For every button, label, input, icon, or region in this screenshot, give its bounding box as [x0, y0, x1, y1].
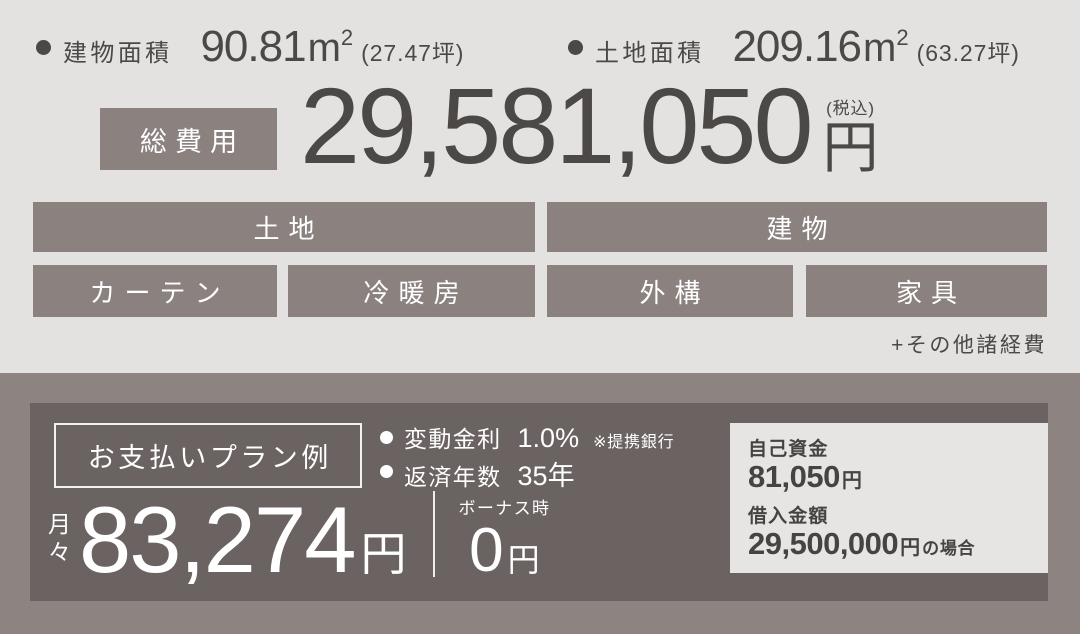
repayment-years-label: 返済年数: [404, 464, 502, 490]
total-cost-label: 総費用: [100, 108, 277, 170]
bonus-payment-amount: 0: [469, 516, 504, 585]
building-area-tsubo: (27.47坪): [361, 40, 465, 66]
building-area-group: 建物面積 90.81 m2 (27.47坪): [36, 22, 464, 72]
cost-bar-label: カーテン: [89, 277, 230, 308]
loan-amount-currency: 円: [900, 537, 921, 559]
payment-plan-panel: お支払いプラン例 変動金利 1.0% ※提携銀行 返済年数 35年 月々: [30, 403, 1048, 601]
bullet-icon: [380, 464, 393, 478]
cost-bar-label: 土地: [253, 213, 324, 244]
cost-bar-label: 外構: [639, 277, 710, 308]
land-area-label: 土地面積: [595, 40, 705, 67]
loan-amount-label: 借入金額: [748, 506, 829, 527]
partner-bank-note: ※提携銀行: [593, 434, 675, 451]
cost-bar-label: 家具: [895, 277, 967, 308]
cost-bar-curtains: カーテン: [33, 265, 277, 317]
loan-amount-case-suffix: の場合: [922, 539, 976, 558]
land-area-value: 209.16: [732, 22, 862, 71]
land-area-tsubo: (63.27坪): [916, 40, 1020, 66]
own-funds-value: 81,050: [748, 459, 840, 494]
loan-terms: 変動金利 1.0% ※提携銀行 返済年数 35年: [380, 420, 675, 491]
bonus-payment-group: ボーナス時 0 円: [458, 494, 551, 585]
total-cost-currency-group: (税込) 円: [822, 94, 879, 179]
bullet-icon: [568, 39, 583, 55]
cost-bar-label: 建物: [766, 213, 837, 244]
monthly-payment-currency: 円: [360, 528, 407, 580]
cost-bar-label: 冷暖房: [363, 277, 469, 308]
land-area-group: 土地面積 209.16 m2 (63.27坪): [568, 22, 1020, 72]
repayment-years-row: 返済年数 35年: [380, 454, 675, 491]
land-area-unit: m2: [863, 24, 909, 70]
building-area-value: 90.81: [200, 22, 306, 71]
cost-bar-land: 土地: [33, 202, 535, 252]
variable-rate-value: 1.0%: [517, 423, 580, 453]
own-funds-value-row: 81,050 円: [748, 459, 1038, 496]
variable-rate-label: 変動金利: [404, 426, 502, 452]
monthly-payment-row: 月々 83,274 円 ボーナス時 0 円: [48, 487, 551, 592]
bonus-payment-row: 0 円: [469, 516, 540, 585]
bonus-payment-label: ボーナス時: [458, 499, 551, 518]
cost-bar-heating-cooling: 冷暖房: [288, 265, 535, 317]
own-funds-currency: 円: [841, 470, 862, 492]
building-area-unit: m2: [307, 24, 354, 70]
cost-bar-exterior: 外構: [547, 265, 793, 317]
total-cost-currency: 円: [822, 116, 879, 179]
bullet-icon: [380, 430, 393, 444]
repayment-years-value: 35年: [517, 461, 575, 491]
other-expenses-note: +その他諸経費: [891, 334, 1047, 357]
own-funds-label: 自己資金: [748, 439, 829, 460]
building-area-label: 建物面積: [63, 40, 173, 67]
loan-amount-value-row: 29,500,000 円 の場合: [748, 526, 1038, 564]
variable-rate-row: 変動金利 1.0% ※提携銀行: [380, 420, 675, 454]
bonus-payment-currency: 円: [507, 542, 540, 578]
monthly-payment-amount: 83,274: [79, 487, 357, 592]
monthly-label: 月々: [48, 510, 71, 566]
bullet-icon: [36, 39, 51, 55]
payment-plan-section: お支払いプラン例 変動金利 1.0% ※提携銀行 返済年数 35年 月々: [0, 373, 1080, 634]
loan-amount-value: 29,500,000: [748, 526, 899, 561]
cost-bar-building: 建物: [547, 202, 1047, 252]
vertical-divider: [432, 491, 435, 577]
cost-bar-furniture: 家具: [806, 265, 1047, 317]
funds-box: 自己資金 81,050 円 借入金額 29,500,000 円 の場合: [730, 423, 1048, 573]
total-cost-amount: 29,581,050: [300, 65, 814, 186]
total-cost-row: 29,581,050 (税込) 円: [300, 65, 879, 186]
payment-plan-title: お支払いプラン例: [54, 423, 362, 488]
tax-included-note: (税込): [826, 99, 875, 118]
